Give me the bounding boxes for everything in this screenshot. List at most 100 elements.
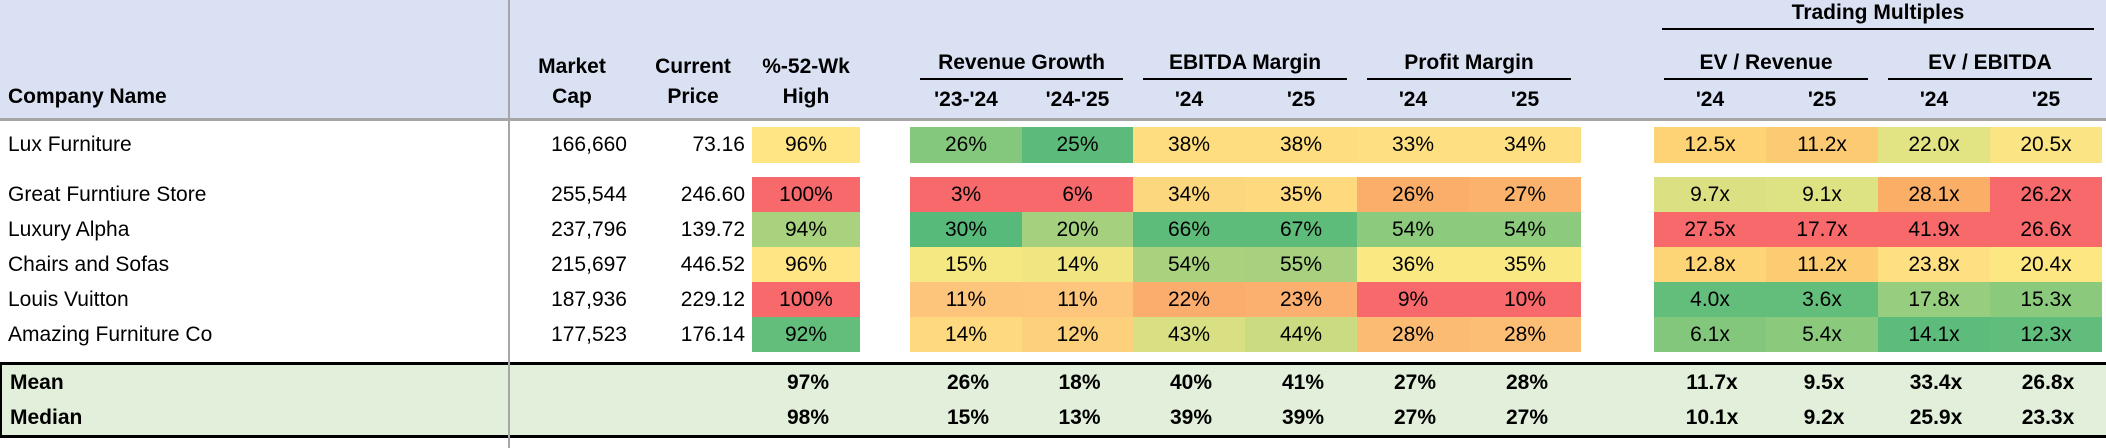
metric-cell[interactable]: 26.2x [1990,177,2102,212]
metric-cell[interactable]: 55% [1245,247,1357,282]
summary-metric-cell[interactable]: 10.1x [1685,406,1739,429]
metric-cell[interactable]: 22% [1133,282,1245,317]
metric-cell[interactable]: 9.1x [1766,177,1878,212]
market-cap-cell[interactable]: 187,936 [551,288,627,311]
summary-metric-cell[interactable]: 33.4x [1909,371,1963,394]
summary-metric-cell[interactable]: 13% [1058,406,1101,429]
metric-cell[interactable]: 23.8x [1878,247,1990,282]
metric-cell[interactable]: 3.6x [1766,282,1878,317]
summary-metric-cell[interactable]: 25.9x [1909,406,1963,429]
summary-metric-cell[interactable]: 9.2x [1803,406,1845,429]
metric-cell[interactable]: 26% [910,127,1022,163]
metric-cell[interactable]: 94% [752,212,860,247]
metric-cell[interactable]: 36% [1357,247,1469,282]
summary-metric-cell[interactable]: 9.5x [1803,371,1845,394]
metric-cell[interactable]: 15.3x [1990,282,2102,317]
summary-metric-cell[interactable]: 11.7x [1686,371,1738,394]
metric-cell[interactable]: 100% [752,177,860,212]
metric-cell[interactable]: 20% [1022,212,1133,247]
summary-metric-cell[interactable]: 18% [1058,371,1101,394]
header-year-rg-23-24[interactable]: '23-'24 [934,88,998,111]
summary-label-cell[interactable]: Median [10,406,83,429]
market-cap-cell[interactable]: 166,660 [551,133,627,156]
company-name-cell[interactable]: Louis Vuitton [8,288,129,311]
metric-cell[interactable]: 66% [1133,212,1245,247]
summary-label-cell[interactable]: Mean [10,371,64,394]
market-cap-cell[interactable]: 177,523 [551,323,627,346]
current-price-cell[interactable]: 446.52 [680,253,745,276]
metric-cell[interactable]: 27.5x [1654,212,1766,247]
metric-cell[interactable]: 12.8x [1654,247,1766,282]
metric-cell[interactable]: 54% [1133,247,1245,282]
header-group-revenue-growth[interactable]: Revenue Growth [920,30,1123,80]
header-52wk-high[interactable]: %-52-Wk High [752,30,860,118]
current-price-cell[interactable]: 176.14 [680,323,745,346]
summary-metric-cell[interactable]: 27% [1393,406,1437,429]
summary-metric-cell[interactable]: 28% [1505,371,1549,394]
header-year-eb-24[interactable]: '24 [1174,88,1204,111]
header-group-ev-ebitda[interactable]: EV / EBITDA [1888,30,2092,80]
metric-cell[interactable]: 4.0x [1654,282,1766,317]
header-year-evr-24[interactable]: '24 [1695,88,1725,111]
metric-cell[interactable]: 15% [910,247,1022,282]
header-year-eve-24[interactable]: '24 [1919,88,1949,111]
metric-cell[interactable]: 11.2x [1766,247,1878,282]
header-year-eb-25[interactable]: '25 [1286,88,1316,111]
summary-metric-cell[interactable]: 39% [1169,406,1213,429]
metric-cell[interactable]: 20.5x [1990,127,2102,163]
metric-cell[interactable]: 9.7x [1654,177,1766,212]
metric-cell[interactable]: 38% [1133,127,1245,163]
summary-metric-cell[interactable]: 26% [946,371,990,394]
header-market-cap[interactable]: Market Cap [508,30,636,118]
metric-cell[interactable]: 5.4x [1766,317,1878,352]
metric-cell[interactable]: 11.2x [1766,127,1878,163]
metric-cell[interactable]: 54% [1357,212,1469,247]
metric-cell[interactable]: 26% [1357,177,1469,212]
market-cap-cell[interactable]: 255,544 [551,183,627,206]
company-name-cell[interactable]: Great Furntiure Store [8,183,207,206]
summary-metric-cell[interactable]: 27% [1505,406,1549,429]
metric-cell[interactable]: 10% [1469,282,1581,317]
market-cap-cell[interactable]: 237,796 [551,218,627,241]
metric-cell[interactable]: 34% [1469,127,1581,163]
metric-cell[interactable]: 3% [910,177,1022,212]
header-year-pm-24[interactable]: '24 [1398,88,1428,111]
metric-cell[interactable]: 14.1x [1878,317,1990,352]
metric-cell[interactable]: 22.0x [1878,127,1990,163]
metric-cell[interactable]: 38% [1245,127,1357,163]
summary-metric-cell[interactable]: 15% [946,406,990,429]
metric-cell[interactable]: 28.1x [1878,177,1990,212]
metric-cell[interactable]: 67% [1245,212,1357,247]
summary-metric-cell[interactable]: 98% [786,406,830,429]
header-group-trading-multiples[interactable]: Trading Multiples [1662,0,2094,30]
metric-cell[interactable]: 28% [1469,317,1581,352]
metric-cell[interactable]: 28% [1357,317,1469,352]
metric-cell[interactable]: 96% [752,127,860,163]
metric-cell[interactable]: 20.4x [1990,247,2102,282]
metric-cell[interactable]: 54% [1469,212,1581,247]
metric-cell[interactable]: 11% [910,282,1022,317]
metric-cell[interactable]: 41.9x [1878,212,1990,247]
current-price-cell[interactable]: 139.72 [680,218,745,241]
metric-cell[interactable]: 12.3x [1990,317,2102,352]
summary-metric-cell[interactable]: 41% [1281,371,1325,394]
metric-cell[interactable]: 17.7x [1766,212,1878,247]
metric-cell[interactable]: 17.8x [1878,282,1990,317]
metric-cell[interactable]: 14% [910,317,1022,352]
metric-cell[interactable]: 12.5x [1654,127,1766,163]
summary-metric-cell[interactable]: 26.8x [2021,371,2075,394]
header-group-ebitda-margin[interactable]: EBITDA Margin [1143,30,1347,80]
header-group-profit-margin[interactable]: Profit Margin [1367,30,1571,80]
metric-cell[interactable]: 25% [1022,127,1133,163]
metric-cell[interactable]: 96% [752,247,860,282]
header-group-ev-revenue[interactable]: EV / Revenue [1664,30,1868,80]
current-price-cell[interactable]: 229.12 [680,288,745,311]
metric-cell[interactable]: 35% [1469,247,1581,282]
metric-cell[interactable]: 35% [1245,177,1357,212]
metric-cell[interactable]: 92% [752,317,860,352]
metric-cell[interactable]: 9% [1357,282,1469,317]
metric-cell[interactable]: 44% [1245,317,1357,352]
metric-cell[interactable]: 6% [1022,177,1133,212]
company-name-cell[interactable]: Amazing Furniture Co [8,323,213,346]
header-current-price[interactable]: Current Price [636,30,750,118]
